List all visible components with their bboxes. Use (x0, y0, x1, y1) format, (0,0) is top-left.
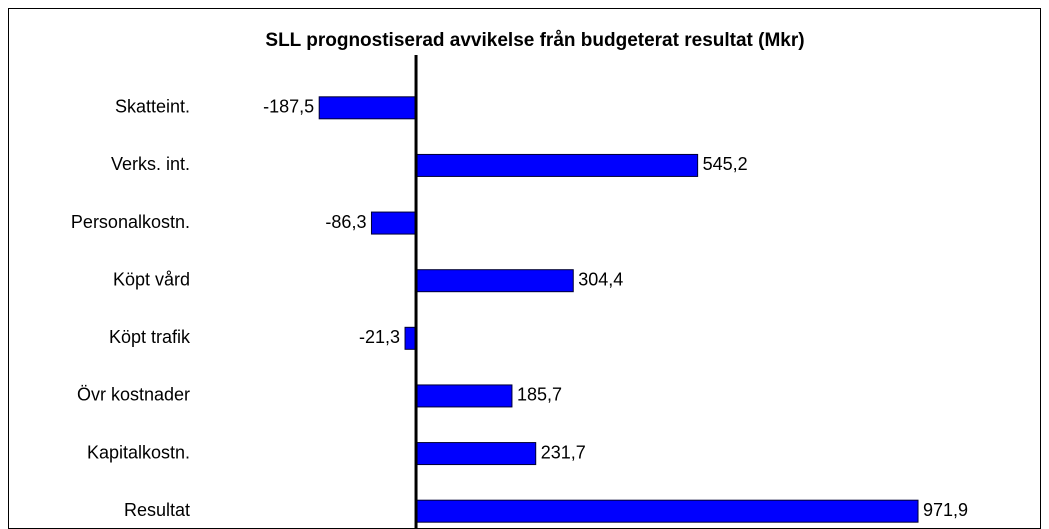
data-label: 185,7 (517, 385, 562, 405)
data-label: 545,2 (703, 154, 748, 174)
chart-border (8, 8, 1041, 529)
category-label: Kapitalkostn. (87, 442, 190, 462)
data-label: 304,4 (578, 269, 623, 289)
bar (415, 499, 919, 523)
bar (415, 153, 699, 177)
category-label: Övr kostnader (77, 385, 190, 405)
category-label: Köpt trafik (109, 327, 191, 347)
bar (404, 326, 417, 350)
category-label: Resultat (124, 500, 190, 520)
bar (370, 211, 417, 235)
data-label: -21,3 (359, 327, 400, 347)
data-label: -187,5 (263, 97, 314, 117)
data-label: -86,3 (325, 212, 366, 232)
bar (415, 442, 537, 466)
bar (415, 269, 574, 293)
bar (415, 384, 513, 408)
chart-title: SLL prognostiserad avvikelse från budget… (265, 30, 804, 51)
bar (318, 96, 417, 120)
category-label: Köpt vård (113, 269, 190, 289)
data-label: 231,7 (541, 442, 586, 462)
category-label: Verks. int. (111, 154, 190, 174)
category-label: Skatteint. (115, 97, 190, 117)
data-label: 971,9 (923, 500, 968, 520)
category-label: Personalkostn. (71, 212, 190, 232)
